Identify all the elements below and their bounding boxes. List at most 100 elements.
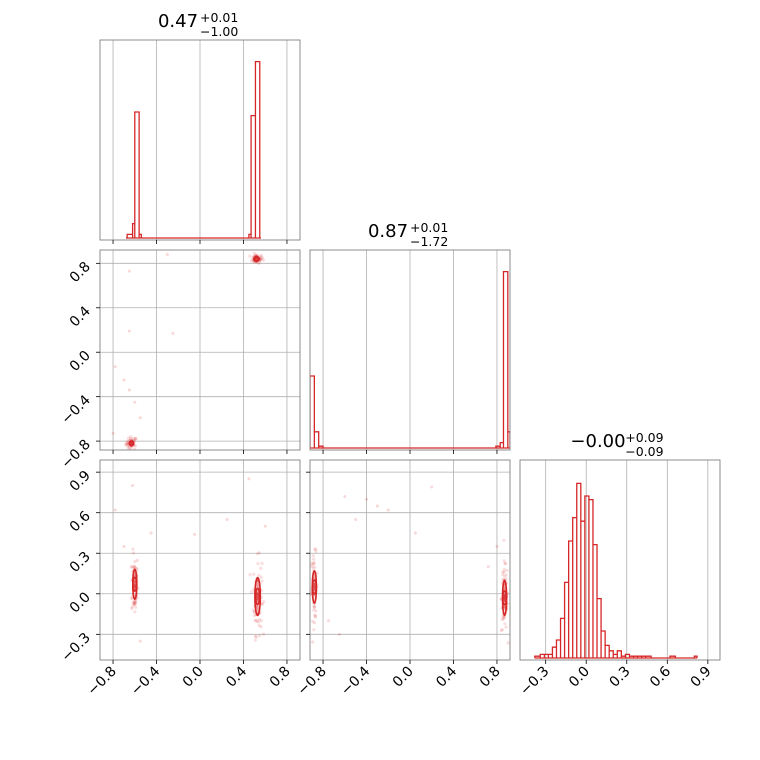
scatter-point [255, 605, 259, 609]
scatter-point [131, 436, 135, 440]
scatter-point [259, 618, 263, 623]
panel-title: −0.00 [570, 431, 625, 452]
scatter-point [375, 504, 379, 508]
scatter-point [132, 602, 137, 607]
scatter-point [253, 618, 257, 623]
scatter-point [502, 559, 506, 563]
scatter-point [257, 634, 262, 638]
scatter-point [262, 600, 266, 604]
scatter-point [132, 600, 136, 604]
scatter-point [256, 582, 260, 586]
grid [100, 460, 300, 660]
scatter-point [311, 566, 315, 571]
scatter-point [130, 565, 134, 569]
plot-area [126, 60, 261, 239]
scatter-point [165, 252, 169, 256]
density-core [502, 593, 507, 602]
scatter-point [502, 615, 507, 619]
density-core [312, 583, 317, 592]
scatter-point [131, 484, 135, 488]
scatter-point [131, 566, 136, 570]
panel-title: 0.87 [368, 221, 408, 242]
scatter-point [133, 560, 137, 564]
scatter-point [314, 609, 318, 613]
title-plus: +0.01 [200, 10, 238, 25]
scatter-point [263, 524, 267, 528]
density-core [255, 592, 260, 601]
scatter-point [500, 628, 504, 632]
scatter-point [134, 605, 138, 609]
scatter-point [259, 257, 263, 261]
scatter-point [125, 442, 129, 447]
scatter-point [254, 635, 258, 639]
title-plus: +0.01 [410, 220, 448, 235]
scatter-point [315, 571, 319, 575]
scatter-point [257, 624, 261, 628]
scatter-point [311, 562, 315, 567]
grid [112, 40, 288, 240]
scatter-point [126, 446, 130, 450]
scatter-point [501, 573, 505, 577]
scatter-point [311, 640, 315, 644]
scatter-point [133, 601, 138, 606]
scatter-point [314, 549, 318, 554]
panel-hist-p1: 0.87 +0.01−1.72 [309, 220, 511, 454]
scatter-point [113, 365, 117, 369]
scatter-point [122, 378, 126, 382]
panel-title: 0.47 [158, 11, 198, 32]
scatter-point [312, 621, 316, 625]
scatter-point [259, 575, 263, 579]
scatter-point [257, 617, 262, 622]
scatter-point [122, 544, 126, 548]
scatter-point [133, 444, 138, 448]
scatter-point [386, 508, 390, 512]
scatter-point [130, 605, 134, 609]
scatter-point [138, 639, 142, 643]
scatter-point [127, 388, 131, 392]
scatter-point [253, 638, 257, 642]
scatter-point [133, 400, 137, 404]
scatter-point [256, 583, 260, 587]
scatter-point [310, 564, 314, 569]
scatter-point [312, 605, 317, 609]
scatter-point [504, 625, 508, 629]
plot-area [111, 251, 266, 450]
scatter-point [138, 416, 142, 420]
histogram-steps [310, 270, 510, 448]
scatter-point [343, 494, 347, 498]
density-core [254, 254, 259, 263]
scatter-point [130, 606, 134, 611]
scatter-point [133, 447, 137, 450]
scatter-point [313, 614, 318, 618]
scatter-point [502, 567, 506, 572]
scatter-point [261, 258, 266, 262]
scatter-point [127, 329, 131, 333]
scatter-point [260, 602, 265, 606]
scatter-point [354, 517, 358, 521]
scatter-point [505, 568, 509, 573]
scatter-point [248, 573, 252, 577]
scatter-point [259, 625, 263, 629]
scatter-point [132, 565, 137, 570]
scatter-point [131, 600, 135, 604]
scatter-point [312, 557, 316, 561]
plot-area [310, 270, 510, 449]
grid [310, 460, 510, 660]
grid [322, 250, 498, 450]
scatter-point [504, 573, 508, 577]
scatter-point [313, 547, 317, 551]
scatter-point [313, 613, 317, 617]
scatter-point [502, 616, 506, 620]
title-value: 0.87 [368, 221, 408, 242]
scatter-point [313, 565, 317, 569]
scatter-point [131, 602, 135, 606]
scatter-point [259, 253, 264, 258]
scatter-point [260, 579, 264, 583]
scatter-point [312, 605, 316, 609]
scatter-point [503, 561, 507, 566]
scatter-point [126, 436, 130, 440]
scatter-point [312, 628, 316, 632]
scatter-point [135, 567, 139, 571]
scatter-point [251, 608, 255, 612]
scatter-point [256, 562, 260, 566]
